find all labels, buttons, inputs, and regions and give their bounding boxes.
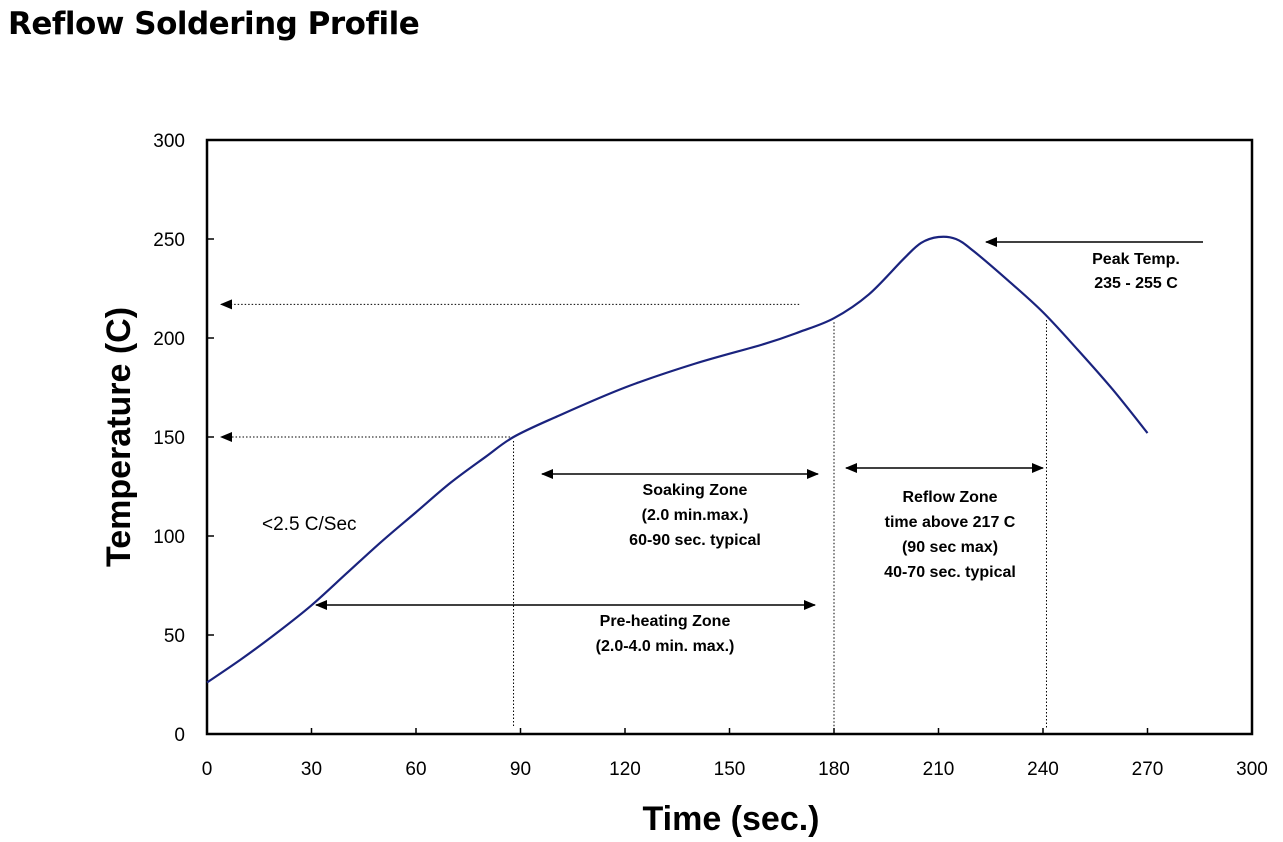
x-tick-label: 210 [923,759,955,780]
reflow-label-1: Reflow Zone [902,489,997,506]
preheat-label-2: (2.0-4.0 min. max.) [596,638,735,655]
y-tick-label: 200 [153,329,185,350]
y-tick-label: 250 [153,230,185,251]
y-tick-label: 100 [153,527,185,548]
y-tick-label: 0 [174,725,185,746]
soaking-label-3: 60-90 sec. typical [629,532,761,549]
peak-label-2: 235 - 255 C [1094,275,1178,292]
y-tick-label: 150 [153,428,185,449]
soaking-label-1: Soaking Zone [643,482,748,499]
x-tick-label: 300 [1236,759,1268,780]
x-tick-label: 240 [1027,759,1059,780]
reflow-label-2: time above 217 C [885,514,1016,531]
x-tick-label: 90 [510,759,531,780]
y-axis-ticks: 0 50 100 150 200 250 300 [153,131,214,746]
page-title: Reflow Soldering Profile [8,6,420,42]
x-tick-label: 60 [405,759,426,780]
ramp-rate-label: <2.5 C/Sec [262,514,357,535]
temperature-profile-line [206,235,1149,684]
x-tick-label: 270 [1132,759,1164,780]
x-axis-ticks: 0 30 60 90 120 150 180 210 240 270 300 [202,728,1268,780]
preheat-label-1: Pre-heating Zone [600,613,731,630]
x-tick-label: 150 [714,759,746,780]
y-tick-label: 300 [153,131,185,152]
reference-lines [220,299,1047,728]
x-tick-label: 120 [609,759,641,780]
y-axis-title: Temperature (C) [100,307,138,567]
soaking-label-2: (2.0 min.max.) [642,507,749,524]
reflow-label-3: (90 sec max) [902,539,998,556]
peak-label-1: Peak Temp. [1092,251,1180,268]
reflow-label-4: 40-70 sec. typical [884,564,1016,581]
series-group [206,235,1149,684]
x-axis-title: Time (sec.) [642,800,819,838]
x-tick-label: 30 [301,759,322,780]
x-tick-label: 180 [818,759,850,780]
y-tick-label: 50 [164,626,185,647]
x-tick-label: 0 [202,759,213,780]
